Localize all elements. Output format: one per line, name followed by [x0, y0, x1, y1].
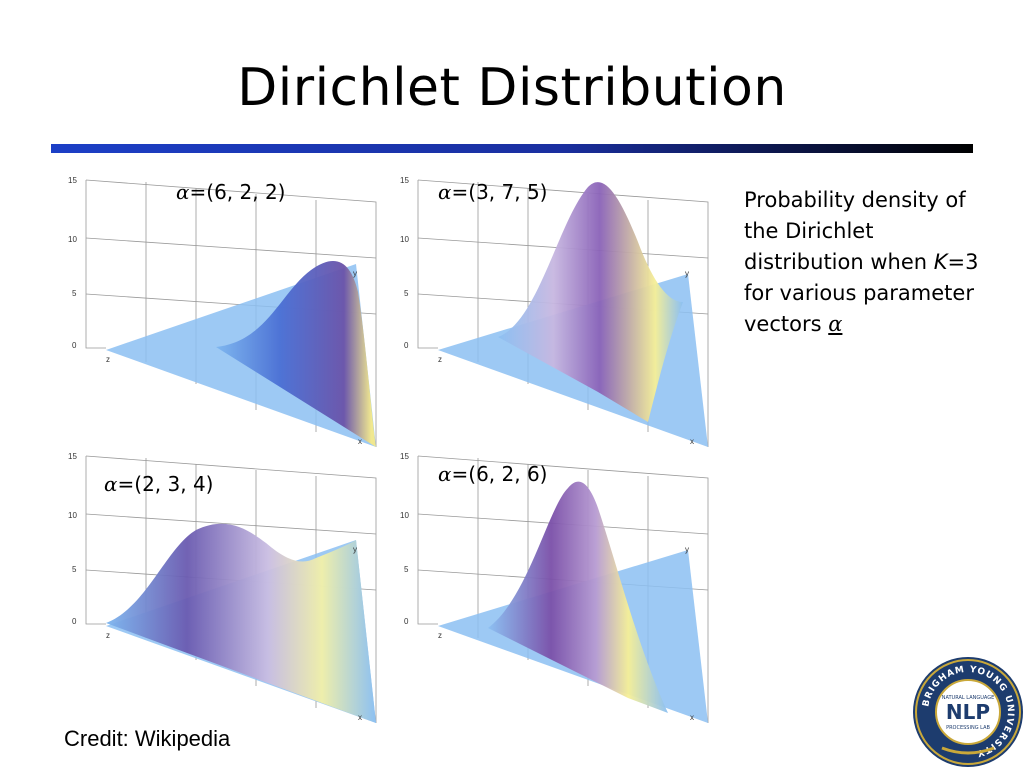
svg-text:z: z [438, 631, 442, 640]
svg-text:0: 0 [404, 617, 409, 626]
svg-text:15: 15 [68, 452, 77, 461]
svg-text:5: 5 [404, 565, 409, 574]
z-tick-0: 0 [72, 341, 77, 350]
svg-text:5: 5 [72, 565, 77, 574]
plot-description: Probability density of the Dirichlet dis… [744, 188, 979, 336]
svg-text:10: 10 [400, 511, 409, 520]
svg-text:5: 5 [404, 289, 409, 298]
plot-2-label: α=(3, 7, 5) [438, 180, 548, 204]
credit-text: Credit: Wikipedia [64, 726, 231, 751]
z-axis-label: z [106, 355, 110, 364]
z-tick-5: 5 [72, 289, 77, 298]
svg-text:x: x [358, 713, 362, 722]
svg-text:y: y [685, 269, 689, 278]
byu-nlp-lab-logo: BRIGHAM YOUNG UNIVERSITY NATURAL LANGUAG… [912, 656, 1024, 768]
svg-text:y: y [353, 545, 357, 554]
svg-text:z: z [106, 631, 110, 640]
dirichlet-plot-1: 15 10 5 0 z y x [66, 172, 386, 452]
svg-text:NATURAL LANGUAGE: NATURAL LANGUAGE [942, 695, 995, 701]
svg-text:15: 15 [400, 176, 409, 185]
title-divider [51, 144, 973, 153]
z-tick-15: 15 [68, 176, 77, 185]
svg-text:PROCESSING LAB: PROCESSING LAB [946, 725, 990, 731]
slide-title: Dirichlet Distribution [237, 58, 787, 118]
svg-text:10: 10 [68, 511, 77, 520]
plot-1-label: α=(6, 2, 2) [176, 180, 286, 204]
plot-3-label: α=(2, 3, 4) [104, 472, 214, 496]
dirichlet-plot-3: 15 10 5 0 z y x [66, 448, 386, 728]
svg-text:y: y [685, 545, 689, 554]
svg-text:x: x [690, 713, 694, 722]
y-axis-label: y [353, 269, 357, 278]
svg-text:0: 0 [72, 617, 77, 626]
svg-text:0: 0 [404, 341, 409, 350]
svg-text:NLP: NLP [946, 700, 990, 724]
plot-4-label: α=(6, 2, 6) [438, 462, 548, 486]
svg-text:x: x [690, 437, 694, 446]
dirichlet-plot-2: 15 10 5 0 z y x [398, 172, 718, 452]
dirichlet-plot-4: 15 10 5 0 z y x [398, 448, 718, 728]
svg-text:10: 10 [400, 235, 409, 244]
z-tick-10: 10 [68, 235, 77, 244]
svg-text:15: 15 [400, 452, 409, 461]
svg-text:z: z [438, 355, 442, 364]
x-axis-label: x [358, 437, 362, 446]
